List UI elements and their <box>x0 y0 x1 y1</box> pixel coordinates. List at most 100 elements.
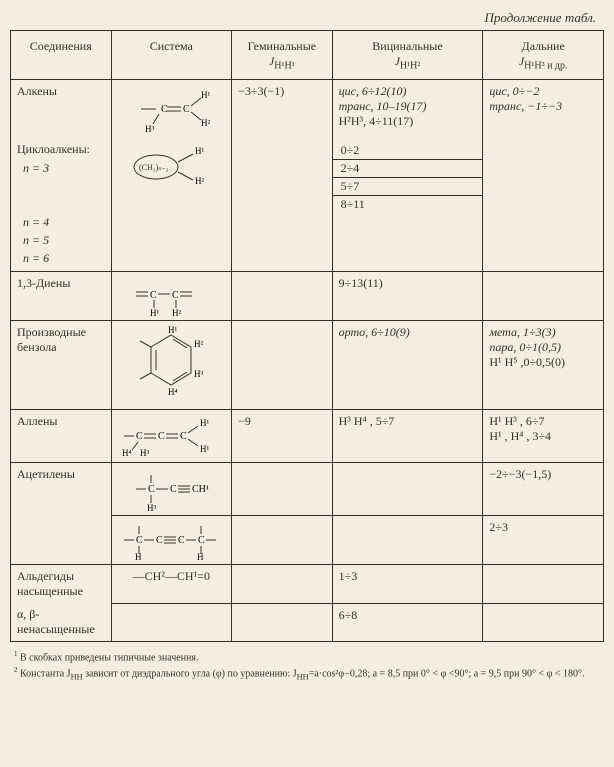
svg-text:H¹: H¹ <box>150 308 159 316</box>
svg-text:(CH₂)ₙ₋₂: (CH₂)ₙ₋₂ <box>139 163 169 172</box>
header-vicinal: Вицинальные JH¹H² <box>332 31 483 80</box>
cycloalkene-structure-icon: (CH₂)ₙ₋₂ H¹ H² <box>121 142 221 192</box>
header-vicinal-idx: H¹H² <box>400 60 420 71</box>
acetylene2-structure-icon: C C C C H H <box>118 520 228 560</box>
cell-ald-sat-name: Альдегиды насыщенные <box>11 565 112 604</box>
svg-text:C: C <box>183 104 190 115</box>
header-compound: Соединения <box>11 31 112 80</box>
svg-text:H: H <box>197 552 204 560</box>
svg-text:H³: H³ <box>145 124 154 134</box>
footnote-2: 2 Константа JHH зависит от диэдрального … <box>14 666 600 683</box>
cell-dienes-gem <box>232 272 333 321</box>
cell-alkenes-gem: −3÷3(−1) <box>232 80 333 139</box>
allenes-dal-l2: H¹ , H⁴ , 3÷4 <box>489 429 551 443</box>
cell-allenes-struct: C C C H¹ H¹ H⁴ H³ <box>111 410 232 463</box>
coupling-constants-table: Соединения Система Геминальные JH¹H¹ Виц… <box>10 30 604 642</box>
cell-dienes-dal <box>483 272 604 321</box>
cell-cyclo-vic: 0÷2 2÷4 5÷7 8÷11 <box>332 138 483 272</box>
cell-alkenes-name: Алкены <box>11 80 112 139</box>
footnote-2b: зависит от диэдрального угла (φ) по урав… <box>83 668 297 679</box>
svg-text:H⁴: H⁴ <box>168 387 178 397</box>
svg-text:H²: H² <box>172 308 181 316</box>
cell-allenes-dal: H¹ H³ , 6÷7 H¹ , H⁴ , 3÷4 <box>483 410 604 463</box>
svg-text:H³: H³ <box>194 369 203 379</box>
header-distant: Дальние JH¹H³ и др. <box>483 31 604 80</box>
cyclo-vic-n5: 5÷7 <box>333 178 483 196</box>
allenes-dal-l1: H¹ H³ , 6÷7 <box>489 414 544 428</box>
cell-acet-name2 <box>11 516 112 565</box>
header-distant-idx: H¹H³ и др. <box>524 60 567 71</box>
cell-acet-gem1 <box>232 463 333 516</box>
cyclo-n3: n = 3 <box>23 161 49 175</box>
row-cycloalkenes: Циклоалкены: n = 3 n = 4 n = 5 n = 6 (CH… <box>11 138 604 272</box>
footnote-2a: Константа J <box>18 668 71 679</box>
header-system: Система <box>111 31 232 80</box>
svg-text:C: C <box>148 484 155 495</box>
svg-text:C: C <box>161 104 168 115</box>
alkene-structure-icon: C C H¹ H² H³ <box>131 84 211 134</box>
cell-cyclo-struct: (CH₂)ₙ₋₂ H¹ H² <box>111 138 232 272</box>
svg-text:H⁴: H⁴ <box>122 448 132 458</box>
cell-acet-gem2 <box>232 516 333 565</box>
svg-text:H²: H² <box>195 176 204 186</box>
cell-allenes-vic: H³ H⁴ , 5÷7 <box>332 410 483 463</box>
svg-text:H¹: H¹ <box>195 146 204 156</box>
svg-text:C: C <box>172 290 179 301</box>
alkenes-vic-h2h3: H²H³, 4÷11(17) <box>339 114 414 128</box>
table-header-row: Соединения Система Геминальные JH¹H¹ Виц… <box>11 31 604 80</box>
cell-benzene-vic: орто, 6÷10(9) <box>332 321 483 410</box>
header-geminal: Геминальные JH¹H¹ <box>232 31 333 80</box>
cell-acet-dal2: 2÷3 <box>483 516 604 565</box>
cell-ald-unsat-gem <box>232 603 333 642</box>
cyclo-vic-n3: 0÷2 <box>333 142 483 160</box>
cell-cyclo-name: Циклоалкены: n = 3 n = 4 n = 5 n = 6 <box>11 138 112 272</box>
header-geminal-label: Геминальные <box>248 39 317 53</box>
cyclo-n6: n = 6 <box>23 251 49 265</box>
header-vicinal-label: Вицинальные <box>372 39 442 53</box>
footnote-2-hh2: HH <box>297 672 309 681</box>
cell-alkenes-struct: C C H¹ H² H³ <box>111 80 232 139</box>
footnote-1: 1 В скобках приведены типичные значения. <box>14 650 600 665</box>
benzene-vic-ortho: орто, 6÷10(9) <box>339 325 410 339</box>
benzene-dal-h1h5: H¹ H⁵ ,0÷0,5(0) <box>489 355 565 369</box>
svg-text:C: C <box>150 290 157 301</box>
row-acetylenes-2: C C C C H H <box>11 516 604 565</box>
footnote-2c: =a·cos²φ−0,28; a = 8,5 при 0° < φ <90°; … <box>309 668 585 679</box>
acetylene1-structure-icon: C C CH¹ H³ <box>126 467 216 511</box>
svg-text:H³: H³ <box>147 503 156 511</box>
cell-ald-sat-struct: —CH²—CH¹=0 <box>111 565 232 604</box>
footnote-2-hh1: HH <box>71 672 83 681</box>
cell-cyclo-gem <box>232 138 333 272</box>
cyclo-n4: n = 4 <box>23 215 49 229</box>
cell-benzene-name: Производные бензола <box>11 321 112 410</box>
cell-acet-name: Ацетилены <box>11 463 112 516</box>
row-aldehydes-unsat: α, β-ненасыщенные 6÷8 <box>11 603 604 642</box>
svg-text:C: C <box>136 535 143 546</box>
continuation-label: Продолжение табл. <box>10 10 604 26</box>
cell-ald-sat-dal <box>483 565 604 604</box>
header-geminal-idx: H¹H¹ <box>274 60 294 71</box>
footnotes: 1 В скобках приведены типичные значения.… <box>10 650 604 682</box>
cell-acet-struct2: C C C C H H <box>111 516 232 565</box>
svg-text:C: C <box>156 535 163 546</box>
cyclo-vic-n4: 2÷4 <box>333 160 483 178</box>
row-dienes: 1,3-Диены C C H¹ H² 9÷13(11) <box>11 272 604 321</box>
header-distant-label: Дальние <box>522 39 565 53</box>
alkenes-dal-cis: цис, 0÷−2 <box>489 84 539 98</box>
alkenes-vic-cis: цис, 6÷12(10) <box>339 84 407 98</box>
cell-benzene-gem <box>232 321 333 410</box>
row-alkenes: Алкены C C H¹ H² H³ −3÷3(−1) <box>11 80 604 139</box>
diene-structure-icon: C C H¹ H² <box>126 276 216 316</box>
row-benzene: Производные бензола H¹ H² H³ H⁴ орто, 6÷ <box>11 321 604 410</box>
cell-acet-vic1 <box>332 463 483 516</box>
cell-acet-vic2 <box>332 516 483 565</box>
allene-structure-icon: C C C H¹ H¹ H⁴ H³ <box>118 414 228 458</box>
svg-text:CH¹: CH¹ <box>192 484 209 495</box>
cell-benzene-dal: мета, 1÷3(3) пара, 0÷1(0,5) H¹ H⁵ ,0÷0,5… <box>483 321 604 410</box>
cell-ald-unsat-vic: 6÷8 <box>332 603 483 642</box>
alkenes-dal-trans: транс, −1÷−3 <box>489 99 562 113</box>
svg-text:H²: H² <box>194 339 203 349</box>
cell-ald-unsat-dal <box>483 603 604 642</box>
row-aldehydes-sat: Альдегиды насыщенные —CH²—CH¹=0 1÷3 <box>11 565 604 604</box>
svg-text:H¹: H¹ <box>200 444 209 454</box>
